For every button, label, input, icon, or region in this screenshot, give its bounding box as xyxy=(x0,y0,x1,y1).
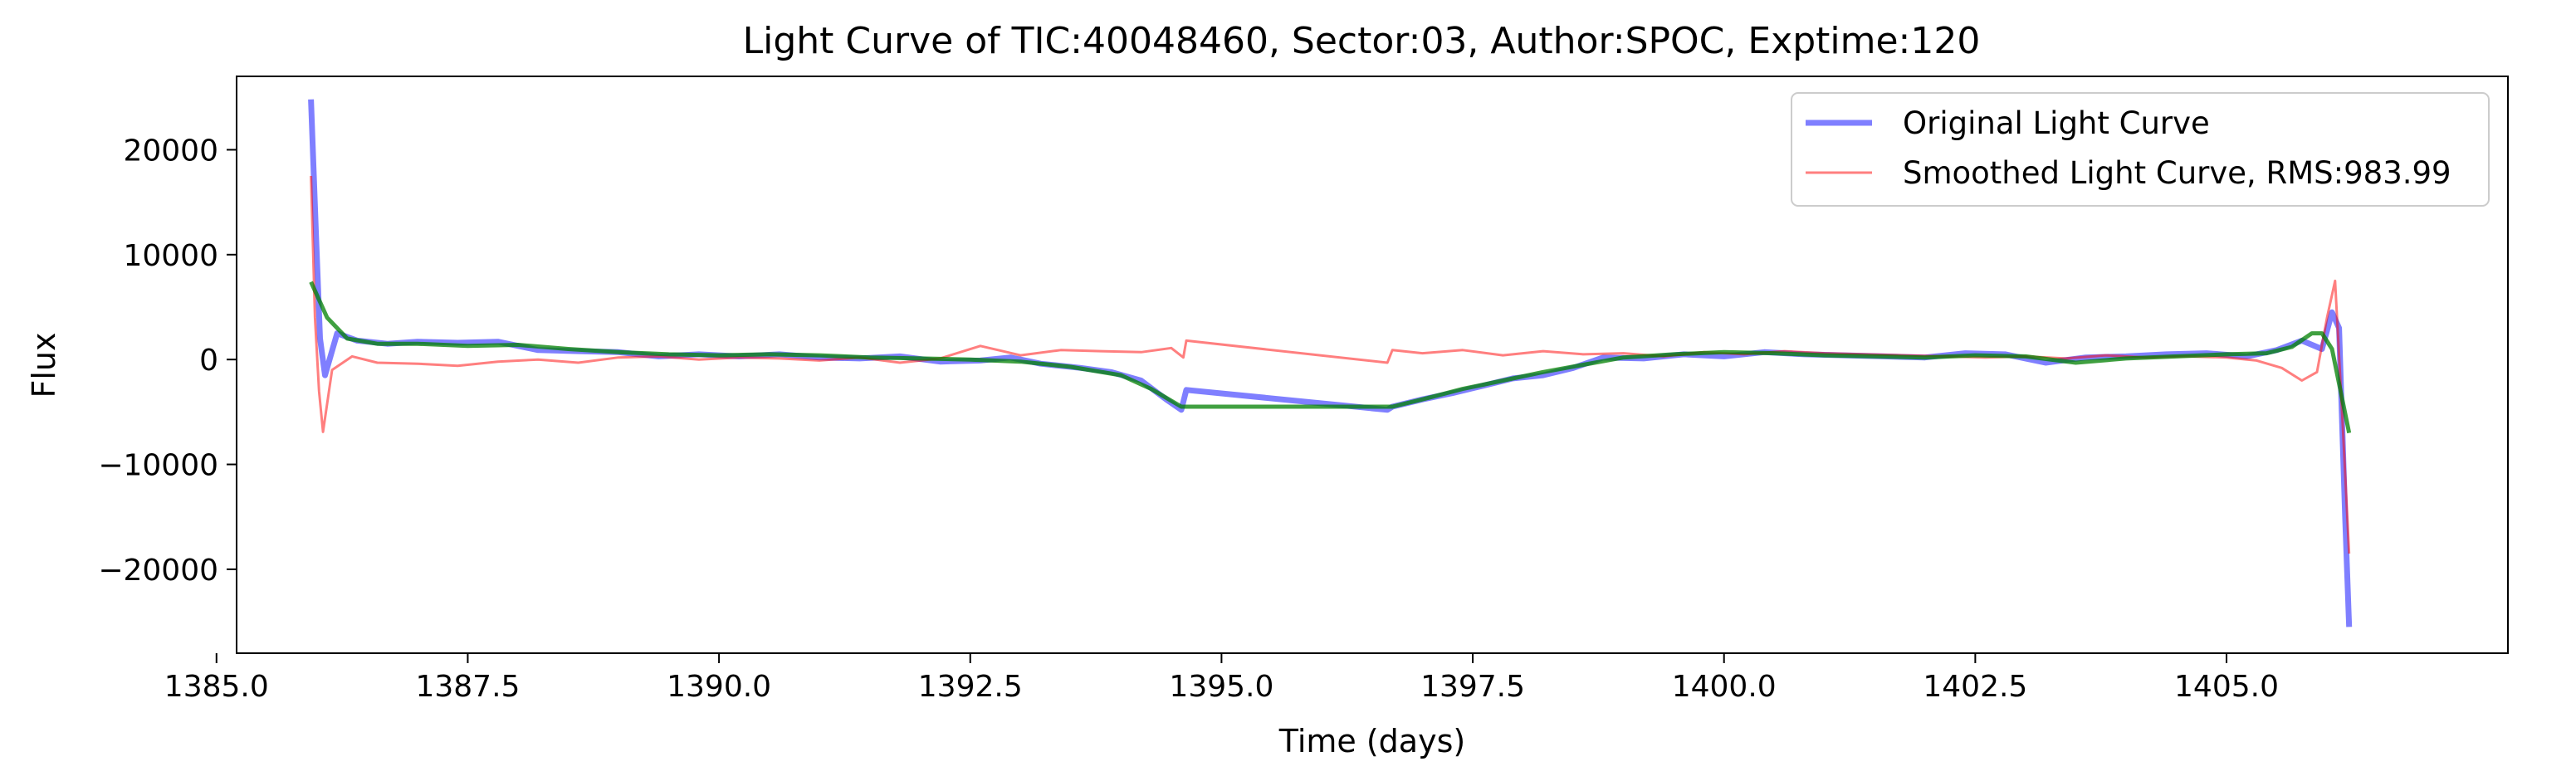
legend-label-original: Original Light Curve xyxy=(1903,105,2210,141)
x-tick-label: 1395.0 xyxy=(1169,670,1273,704)
x-tick-label: 1397.5 xyxy=(1420,670,1525,704)
legend-box xyxy=(1791,92,2490,207)
y-tick-label: −10000 xyxy=(98,449,218,483)
x-tick-label: 1400.0 xyxy=(1672,670,1777,704)
plot-frame xyxy=(236,76,2509,654)
y-axis: −20000 −10000 0 10000 20000 xyxy=(98,134,237,588)
legend: Original Light Curve Smoothed Light Curv… xyxy=(1791,92,2490,207)
x-tick-label: 1390.0 xyxy=(667,670,771,704)
x-tick-label: 1385.0 xyxy=(164,670,269,704)
x-axis: 1385.0 1387.5 1390.0 1392.5 1395.0 1397.5 1400… xyxy=(164,653,2279,704)
x-tick-label: 1387.5 xyxy=(415,670,520,704)
y-tick-label: −20000 xyxy=(98,554,218,588)
chart-title: Light Curve of TIC:40048460, Sector:03, … xyxy=(743,20,1981,62)
legend-label-smoothed: Smoothed Light Curve, RMS:983.99 xyxy=(1903,155,2451,191)
x-tick-label: 1405.0 xyxy=(2174,670,2279,704)
x-tick-label: 1392.5 xyxy=(918,670,1023,704)
series-trend-line xyxy=(309,281,2352,434)
y-axis-label: Flux xyxy=(26,333,62,398)
y-tick-label: 0 xyxy=(199,344,218,378)
y-tick-label: 10000 xyxy=(123,239,218,273)
y-tick-label: 20000 xyxy=(123,134,218,168)
x-tick-label: 1402.5 xyxy=(1923,670,2027,704)
plot-area xyxy=(308,99,2353,627)
x-axis-label: Time (days) xyxy=(1278,723,1465,759)
series-layer xyxy=(308,99,2353,627)
